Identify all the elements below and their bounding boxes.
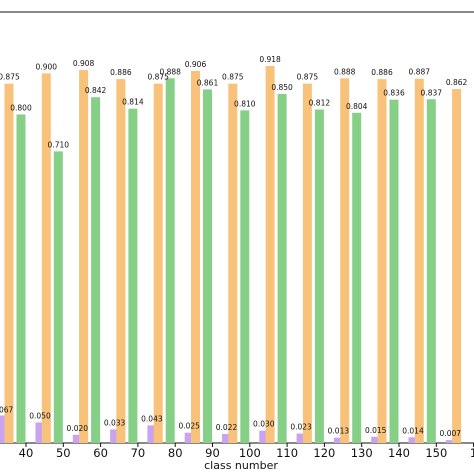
bar-s1-70 — [128, 108, 138, 444]
x-tick-label-110: 110 — [276, 446, 298, 460]
bar-label-s2-120: 0.013 — [328, 427, 350, 436]
x-tick-label-90: 90 — [205, 446, 220, 460]
bar-label-s0-1: 0.862 — [446, 78, 468, 87]
bar-label-s1-110: 0.850 — [271, 83, 293, 92]
bar-label-s1-140: 0.836 — [383, 89, 405, 98]
plot-area — [0, 11, 474, 444]
bar-s2-120 — [333, 437, 343, 443]
bar-label-s2-70: 0.043 — [141, 414, 163, 423]
bar-label-s2-100: 0.030 — [253, 420, 275, 429]
bar-label-s0-80: 0.875 — [147, 73, 169, 82]
bar-label-s0-90: 0.906 — [185, 60, 207, 69]
bar-s1-120 — [314, 109, 324, 444]
bar-s2-80 — [184, 432, 194, 443]
bar-label-s1-60: 0.842 — [85, 86, 107, 95]
bar-s2-70 — [147, 425, 157, 443]
bar-label-s1-50: 0.710 — [48, 140, 70, 149]
bar-label-s0-60: 0.908 — [73, 59, 95, 68]
bar-label-s1-120: 0.812 — [309, 99, 331, 108]
bar-label-s2-110: 0.023 — [290, 423, 312, 432]
bar-s1-40 — [16, 114, 26, 444]
bar-s2-100 — [259, 430, 269, 443]
bar-label-s2-40: 0.050 — [29, 411, 51, 420]
bar-s2-110 — [296, 433, 306, 443]
bar-s0-110 — [265, 66, 275, 443]
bar-label-s0-40: 0.875 — [0, 73, 20, 82]
bar-s0-130 — [340, 78, 350, 444]
bar-s1-100 — [240, 110, 250, 444]
bar-s1-50 — [53, 151, 63, 444]
bar-label-s1-80: 0.888 — [159, 67, 181, 76]
bar-label-s0-150: 0.887 — [409, 68, 431, 77]
bar-s2-130 — [371, 436, 381, 443]
bar-s0-40 — [4, 83, 14, 443]
bar-s2-50 — [72, 434, 82, 443]
x-tick-labels: 40 50 60 70 80 90 100 110 120 130 140 150 1 — [19, 443, 474, 460]
bar-s1-60 — [91, 97, 101, 443]
plot-frame — [0, 11, 474, 444]
bar-s1-150 — [426, 99, 436, 443]
bar-s2-40 — [35, 422, 45, 443]
bar-s1-140 — [389, 99, 399, 443]
bar-label-s0-100: 0.875 — [222, 73, 244, 82]
bar-label-partial: 067 — [0, 405, 14, 414]
bar-label-s2-140: 0.014 — [402, 426, 424, 435]
bar-label-s1-150: 0.837 — [421, 88, 443, 97]
bar-s2-90 — [222, 433, 231, 443]
x-tick-label-60: 60 — [93, 446, 108, 460]
bar-s1-110 — [277, 93, 287, 443]
bar-label-s0-50: 0.900 — [36, 62, 58, 71]
bar-s1-130 — [352, 112, 362, 444]
bar-s2-140 — [408, 437, 418, 443]
bar-label-s1-40: 0.800 — [10, 103, 32, 112]
x-tick-label-120: 120 — [313, 446, 335, 460]
bar-label-s1-100: 0.810 — [234, 99, 256, 108]
x-tick-label-100: 100 — [239, 446, 261, 460]
bar-s0-100 — [228, 83, 238, 443]
bar-label-s2-50: 0.020 — [67, 424, 89, 433]
bar-s0-50 — [41, 73, 51, 444]
x-tick-label-40: 40 — [19, 446, 34, 460]
bar-label-s1-130: 0.804 — [346, 102, 368, 111]
bar-partial-purple — [0, 415, 6, 443]
bar-s0-80 — [153, 83, 163, 443]
bar-s2-60 — [110, 429, 120, 443]
bar-label-s0-110: 0.918 — [259, 55, 281, 64]
value-labels-layer: 067 0.875 0.800 0.050 0.900 0.710 0.020 0.908 0.… — [0, 55, 468, 438]
bar-s0-60 — [79, 70, 89, 443]
x-tick-label-140: 140 — [388, 446, 410, 460]
bar-label-s1-90: 0.861 — [197, 78, 219, 87]
bar-label-s2-80: 0.025 — [178, 422, 200, 431]
bar-label-s0-70: 0.886 — [110, 68, 132, 77]
x-tick-label-130: 130 — [351, 446, 373, 460]
x-tick-label-70: 70 — [131, 446, 146, 460]
bar-s1-90 — [203, 89, 212, 443]
bar-label-s0-140: 0.886 — [371, 68, 393, 77]
bar-label-s0-120: 0.875 — [297, 73, 319, 82]
bar-s2-150 — [445, 440, 455, 443]
bar-s1-80 — [165, 78, 175, 444]
x-axis-label: class number — [204, 459, 278, 472]
x-tick-label-80: 80 — [168, 446, 183, 460]
bar-s0-90 — [191, 70, 200, 444]
x-tick-label-50: 50 — [56, 446, 71, 460]
bar-label-s2-150: 0.007 — [440, 429, 462, 438]
x-tick-label-1: 1 — [470, 446, 474, 460]
bar-s0-120 — [302, 83, 312, 443]
bar-s0-150 — [414, 78, 424, 444]
bar-label-s0-130: 0.888 — [334, 67, 356, 76]
bar-s0-140 — [377, 79, 387, 444]
bar-label-s2-130: 0.015 — [365, 426, 387, 435]
bar-s0-70 — [116, 79, 126, 444]
bar-label-s2-60: 0.033 — [104, 418, 126, 427]
x-tick-label-150: 150 — [425, 446, 447, 460]
bars-layer — [0, 66, 462, 444]
bar-label-s2-90: 0.022 — [216, 423, 238, 432]
bar-label-s1-70: 0.814 — [122, 98, 144, 107]
bar-s0-1 — [452, 88, 462, 444]
